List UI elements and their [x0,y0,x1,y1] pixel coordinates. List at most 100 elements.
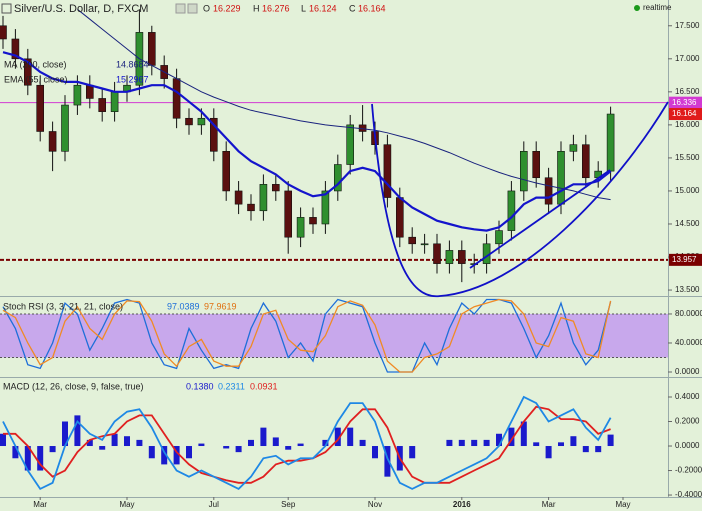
histogram-bar [161,446,168,465]
indicator-title: MACD (12, 26, close, 9, false, true) [3,381,144,391]
price-level-box [669,108,702,121]
histogram-bar [607,434,614,447]
histogram-bar [24,446,31,471]
marks: 17.500 17.000 16.500 16.000 15.500 15.000 14.5… [0,8,702,509]
ohlc-value: 16.276 [262,3,290,13]
candle-body [222,151,230,192]
histogram-bar [496,433,502,447]
y-tick-label: 15.000 [675,186,700,195]
close-icon[interactable] [187,3,198,14]
y-tick-label: 0.2000 [675,417,700,426]
candle-body [544,177,553,205]
ohlc-label: H [253,3,260,13]
x-tick-label: Sep [281,500,296,509]
candle-body [395,197,404,238]
candle-body [606,113,615,172]
histogram-bar [148,446,155,459]
histogram-bar [198,443,205,447]
candle-body [532,151,541,179]
candle-body [98,98,106,112]
candle-body [234,190,243,205]
candle-body [296,217,305,238]
histogram-bar [285,446,292,450]
histogram-bar [458,439,465,447]
histogram-bar [545,446,552,459]
y-tick-label: 80.0000 [675,309,702,318]
candle-body [148,32,156,66]
candle-body [36,84,45,132]
y-tick-label: 15.500 [675,153,700,162]
y-tick-label: 14.500 [675,219,700,228]
chart-title: Silver/U.S. Dollar, D, FXCM [14,3,148,15]
candle-body [420,243,429,246]
candle-body [210,117,218,152]
y-tick-label: 0.0000 [675,367,700,376]
histogram-bar [384,446,391,477]
histogram-bar [124,436,130,447]
ohlc-label: O [203,3,210,13]
collapse-icon[interactable] [1,3,12,14]
y-tick-label: 0.4000 [675,392,700,401]
histogram-bar [359,439,366,447]
candle-body [197,117,206,126]
legend-name: EMA (55, close) [4,74,68,84]
candle-body [61,104,69,152]
candle-body [259,184,268,212]
histogram-bar [0,433,6,447]
histogram-bar [235,446,242,453]
price-level-box [669,253,702,266]
candle-body [557,151,565,205]
histogram-bar [136,439,143,447]
status: realtime [643,3,672,12]
histogram-bar [37,446,44,471]
candle-body [48,131,57,152]
histogram-bar [272,437,279,447]
drawn-trendline [469,169,611,269]
y-tick-label: 0.0000 [675,441,700,450]
histogram-bar [86,439,93,447]
band [0,313,668,358]
ohlc-value: 16.164 [358,3,386,13]
candle-body [271,184,280,192]
indicator-value: 0.1380 [186,381,214,391]
histogram-bar [173,446,180,465]
candle-body [11,38,20,60]
histogram-bar [520,421,527,447]
indicator-value: 0.0931 [250,381,278,391]
x-tick-label: May [119,500,134,509]
x-tick-label: Mar [542,500,556,509]
candle-body [73,84,82,106]
price-level-label: 13.957 [672,255,697,264]
candle-body [569,144,578,152]
histogram-bar [62,421,68,447]
histogram-bar [409,446,416,459]
histogram-bar [74,415,81,447]
histogram-bar [558,442,564,447]
ohlc-label: C [349,3,356,13]
legend-name: MA (200, close) [4,59,67,69]
y-tick-label: 17.000 [675,54,700,63]
candle-body [383,144,392,198]
candle-body [433,243,441,264]
candle-body [23,58,32,86]
histogram-bar [471,439,478,447]
indicator-title: Stoch RSI (3, 3, 21, 21, close) [3,301,123,311]
x-tick-label: Mar [33,500,47,509]
histogram-bar [334,427,341,447]
macd-line [3,405,611,484]
candle-body [507,190,516,231]
moving-average [77,8,611,201]
histogram-bar [483,439,490,447]
candle-body [0,25,7,40]
candle-body [346,124,355,165]
indicator-value: 0.2311 [218,381,245,391]
price-level-label: 16.336 [672,98,697,107]
histogram-bar [186,446,192,459]
candle-body [321,190,330,225]
x-tick-label: Nov [368,500,382,509]
settings-icon[interactable] [175,3,186,14]
histogram-bar [570,436,577,447]
histogram-bar [223,446,230,449]
y-tick-label: -0.2000 [675,466,702,475]
